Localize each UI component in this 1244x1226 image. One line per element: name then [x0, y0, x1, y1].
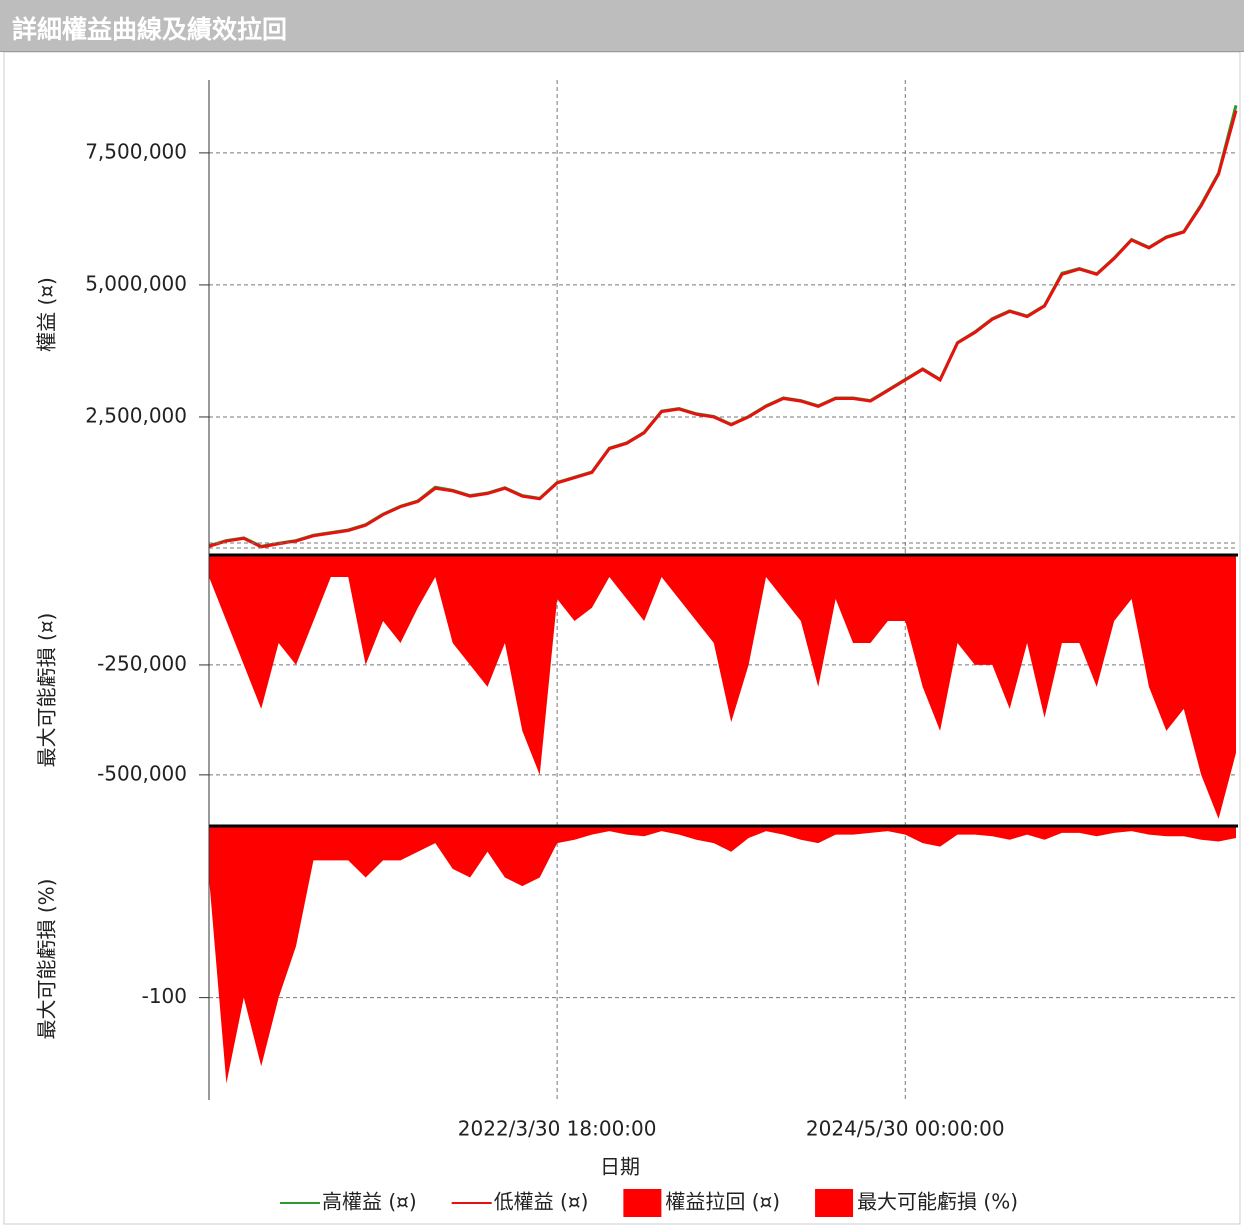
legend-swatch: [815, 1189, 854, 1217]
x-axis-label: 日期: [600, 1155, 640, 1179]
legend-label: 最大可能虧損 (%): [857, 1190, 1018, 1214]
y-tick-label: -100: [142, 984, 187, 1008]
drawdown-area: [209, 555, 1236, 819]
equity-line: [208, 104, 1238, 548]
y-axis-label: 最大可能虧損 (¤): [35, 613, 59, 768]
legend-swatch: [623, 1189, 662, 1217]
window-header: 詳細權益曲線及績效拉回: [0, 0, 1244, 52]
legend-label: 低權益 (¤): [494, 1190, 589, 1214]
x-tick-label: 2024/5/30 00:00:00: [806, 1117, 1005, 1141]
y-tick-label: 2,500,000: [85, 403, 187, 427]
legend-label: 權益拉回 (¤): [665, 1190, 780, 1214]
x-tick-label: 2022/3/30 18:00:00: [458, 1117, 657, 1141]
chart-frame: [3, 52, 1241, 1225]
y-tick-label: -500,000: [97, 761, 187, 785]
y-axis-label: 權益 (¤): [35, 277, 59, 352]
equity-line: [208, 110, 1238, 549]
chart: 2022/3/30 18:00:00 2024/5/30 00:00:00 日期 2,…: [3, 52, 1241, 1225]
y-tick-label: 5,000,000: [85, 271, 187, 295]
window-title: 詳細權益曲線及績效拉回: [12, 15, 288, 44]
drawdown-area: [209, 826, 1236, 1084]
legend-label: 高權益 (¤): [322, 1190, 417, 1214]
y-axis-label: 最大可能虧損 (%): [35, 879, 59, 1040]
y-tick-label: -250,000: [97, 651, 187, 675]
y-tick-label: 7,500,000: [85, 139, 187, 163]
